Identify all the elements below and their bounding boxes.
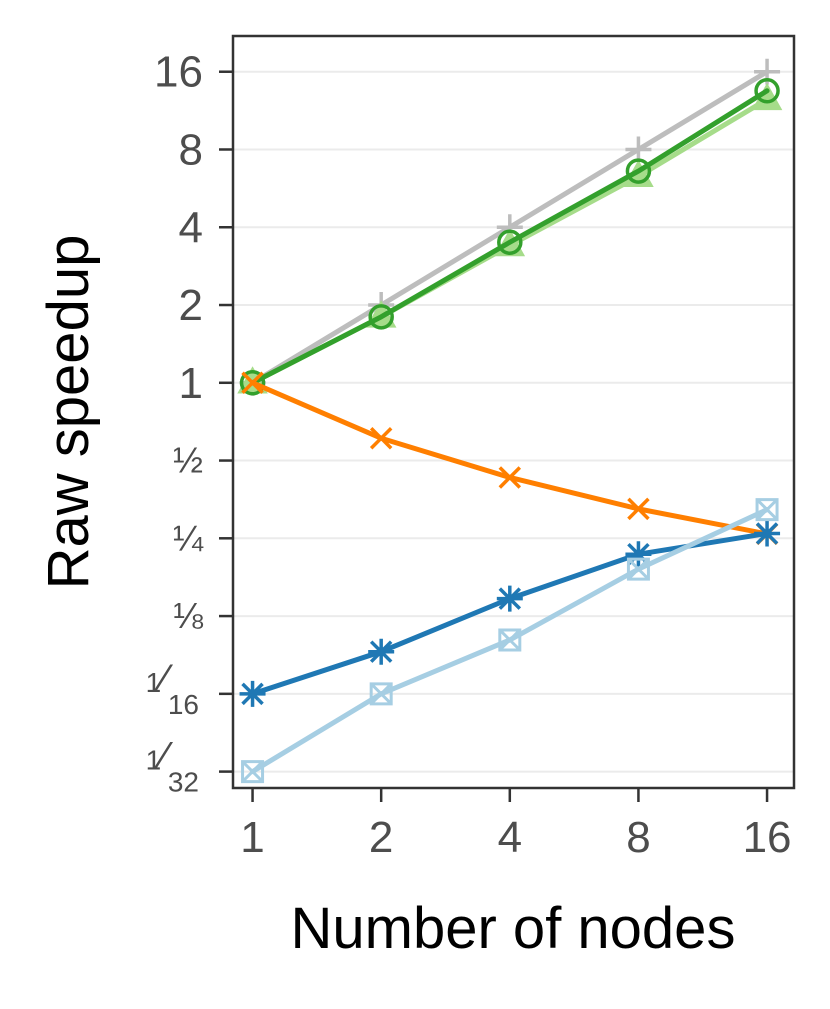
data-point-circle (625, 158, 652, 184)
data-point-cross (627, 497, 650, 521)
gridlines (233, 70, 794, 773)
data-point-cross (369, 426, 393, 450)
x-tick-label: 4 (498, 813, 522, 862)
series-cross (241, 371, 779, 546)
data-point-plus (625, 136, 652, 163)
series-line-circle (250, 88, 770, 386)
y-tick-label: 1 (179, 359, 203, 408)
y-tick-label: 8 (179, 125, 203, 174)
y-tick-label: 1⁄32 (146, 735, 199, 798)
data-point-circle (368, 304, 394, 330)
y-tick-label: ½ (173, 440, 203, 481)
x-tick-label: 16 (743, 813, 792, 862)
data-point-circle (239, 370, 266, 396)
series-asterisk (239, 520, 781, 707)
data-point-square-cross (626, 557, 650, 581)
x-tick-label: 2 (369, 813, 393, 862)
y-tick-numerator: 1 (146, 745, 162, 776)
y-axis-title: Raw speedup (36, 235, 101, 590)
series-square-cross (241, 498, 779, 784)
data-point-asterisk (368, 638, 395, 665)
x-tick-label: 1 (240, 813, 264, 862)
data-point-asterisk (625, 541, 652, 568)
series-line-asterisk (250, 530, 770, 697)
y-tick-label: 16 (154, 48, 203, 97)
data-point-circle (754, 78, 780, 104)
y-tick-label: ¼ (173, 517, 204, 558)
y-axis: 1⁄32 1⁄16 ⅛ ¼ ½ 1 2 4 8 16 (146, 48, 233, 798)
data-point-asterisk (496, 585, 523, 612)
y-tick-label: ⅛ (173, 595, 204, 636)
data-point-square-cross (369, 682, 393, 706)
data-point-square-cross (755, 498, 779, 522)
data-point-square-cross (498, 628, 522, 652)
data-point-cross (498, 466, 522, 489)
data-point-asterisk (239, 680, 266, 707)
y-tick-label: 2 (179, 281, 203, 330)
y-tick-numerator: 1 (146, 667, 162, 698)
series-layer (237, 58, 783, 784)
plot-panel-border (231, 34, 796, 790)
data-point-square-cross (241, 760, 265, 784)
data-point-circle (497, 229, 523, 255)
series-circle (239, 78, 780, 396)
x-axis: 1 2 4 8 16 (240, 788, 792, 862)
x-tick-label: 8 (626, 813, 650, 862)
series-line-cross (250, 380, 770, 537)
x-axis-title: Number of nodes (291, 896, 736, 961)
data-point-asterisk (754, 520, 781, 547)
y-tick-denominator: 32 (168, 767, 199, 798)
y-tick-denominator: 16 (168, 689, 199, 720)
y-tick-label: 1⁄16 (146, 657, 199, 720)
y-tick-label: 4 (179, 203, 203, 252)
data-point-cross (241, 371, 264, 395)
